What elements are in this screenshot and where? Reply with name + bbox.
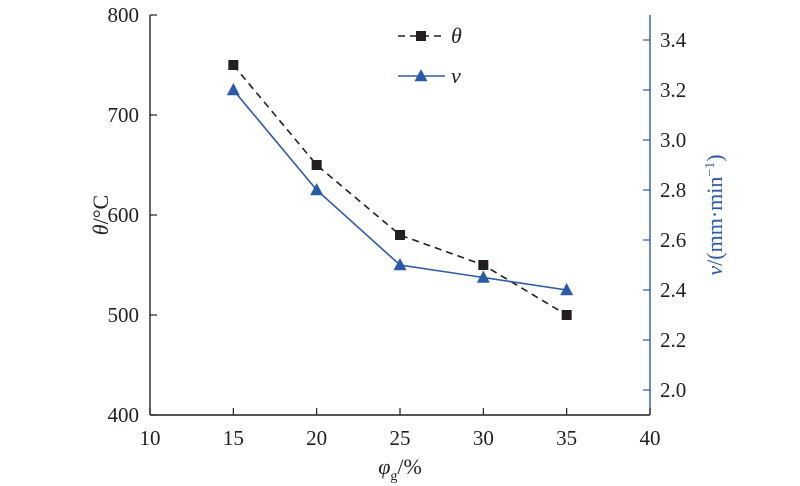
legend-entry-theta: θ: [398, 23, 462, 48]
data-point: [393, 257, 407, 271]
y-tick-label: 400: [108, 403, 140, 427]
legend-swatch-marker: [414, 68, 428, 82]
legend-label: v: [451, 63, 461, 88]
x-tick-label: 10: [140, 426, 161, 450]
series-layer: [226, 60, 574, 320]
y2-tick-label: 2.0: [660, 378, 686, 402]
data-point: [560, 282, 574, 296]
data-point: [228, 60, 239, 70]
x-tick-label: 15: [223, 426, 244, 450]
x-tick-label: 20: [306, 426, 327, 450]
legend-swatch-marker: [416, 31, 426, 41]
y2-tick-label: 2.4: [660, 278, 687, 302]
x-tick-label: 40: [640, 426, 661, 450]
data-point: [395, 230, 405, 240]
x-tick-label: 30: [473, 426, 494, 450]
y-axis-label: θ/°C: [88, 195, 113, 235]
y2-axis-label: v/(mm·min−1): [702, 154, 727, 275]
axes: 10 15 20 25 30 35 40 400 500 600 700 800 2.0 2.2 2.4 2.…: [108, 3, 687, 450]
y-tick-label: 700: [108, 103, 140, 127]
series-theta: [228, 60, 572, 320]
y2-tick-label: 2.8: [660, 178, 686, 202]
series-v: [226, 82, 574, 296]
x-tick-label: 35: [556, 426, 577, 450]
y2-tick-label: 3.0: [660, 128, 686, 152]
x-axis-label: φg/%: [378, 454, 422, 484]
data-point: [226, 82, 240, 96]
data-point: [561, 310, 572, 320]
y2-tick-label: 2.6: [660, 228, 686, 252]
legend-entry-v: v: [398, 63, 461, 88]
y-tick-label: 800: [108, 3, 140, 27]
y2-tick-label: 3.4: [660, 28, 687, 52]
data-point: [311, 160, 322, 170]
series-line: [232, 64, 568, 316]
y2-tick-label: 2.2: [660, 328, 686, 352]
legend: θv: [398, 23, 462, 88]
legend-label: θ: [451, 23, 462, 48]
y2-tick-label: 3.2: [660, 78, 686, 102]
data-point: [476, 270, 490, 283]
y-tick-label: 600: [108, 203, 140, 227]
data-point: [310, 182, 324, 196]
y-tick-label: 500: [108, 303, 140, 327]
data-point: [478, 260, 489, 270]
x-tick-label: 25: [390, 426, 411, 450]
